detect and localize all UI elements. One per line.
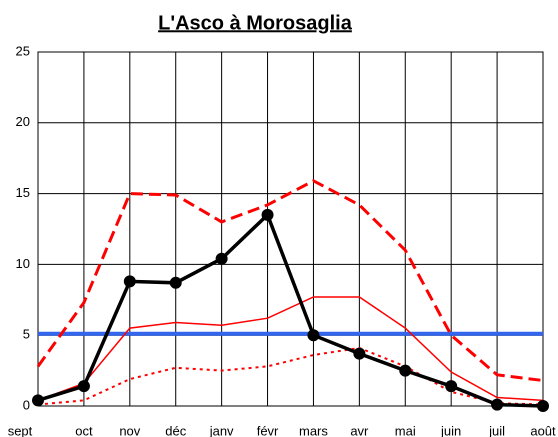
data-point [261, 208, 274, 221]
series-line [37, 296, 544, 402]
x-tick-label: oct [75, 423, 93, 437]
x-tick-label: févr [257, 423, 279, 437]
x-tick-label: avr [350, 423, 369, 437]
data-point [399, 364, 412, 377]
data-point [353, 347, 366, 360]
chart-title: L'Asco à Morosaglia [158, 12, 353, 34]
series-line [37, 211, 544, 408]
data-point [32, 394, 44, 407]
series-line [36, 179, 544, 383]
data-point [123, 275, 136, 288]
x-tick-label: sept [8, 423, 33, 437]
y-tick-label: 15 [16, 185, 30, 200]
plot-area [37, 51, 544, 407]
y-tick-label: 20 [16, 114, 30, 129]
x-tick-label: déc [165, 423, 186, 437]
data-point [537, 400, 549, 412]
data-point [77, 380, 90, 393]
data-point [307, 329, 320, 342]
x-tick-label: mars [299, 423, 328, 437]
y-tick-label: 0 [23, 397, 30, 412]
data-point [445, 380, 458, 393]
data-point [215, 252, 228, 265]
y-tick-label: 25 [16, 43, 30, 58]
x-tick-label: nov [119, 423, 140, 437]
y-tick-label: 10 [16, 256, 30, 271]
x-tick-label: mai [395, 423, 416, 437]
y-tick-label: 5 [23, 327, 30, 342]
data-point [491, 398, 504, 411]
x-tick-label: août [530, 423, 556, 437]
x-tick-label: janv [209, 423, 234, 437]
x-tick-label: juin [440, 423, 461, 437]
series-line [37, 346, 544, 406]
x-tick-label: juil [488, 423, 505, 437]
data-point [169, 276, 182, 289]
